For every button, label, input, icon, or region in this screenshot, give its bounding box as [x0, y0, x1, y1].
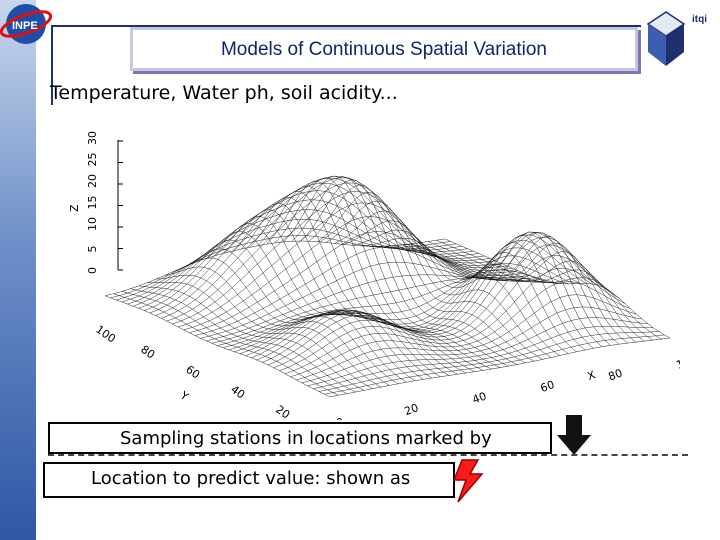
mesh-line [291, 176, 518, 365]
predict-caption: Location to predict value: shown as [91, 468, 411, 489]
mesh-line [149, 177, 491, 314]
z-axis-title: Z [68, 204, 81, 212]
mesh-line [427, 241, 654, 341]
mesh-line [402, 242, 628, 344]
surface-mesh [104, 175, 671, 398]
mesh-line [239, 247, 581, 354]
mesh-line [178, 202, 519, 328]
x-tick-label: 20 [403, 401, 421, 418]
predict-caption-box: Location to predict value: shown as [43, 462, 455, 498]
mesh-line [104, 295, 331, 398]
mesh-line [410, 243, 637, 343]
cube-logo-icon [646, 11, 686, 66]
x-tick-label: 80 [607, 366, 625, 383]
mesh-line [444, 238, 671, 339]
mesh-line [317, 191, 543, 360]
mesh-line [206, 274, 547, 342]
mesh-line [307, 317, 648, 387]
mesh-line [251, 234, 592, 359]
title-box: Models of Continuous Spatial Variation [130, 27, 638, 71]
z-tick-label: 0 [86, 267, 99, 274]
down-arrow-icon [557, 415, 591, 455]
x-tick-label: 40 [471, 390, 489, 407]
subtitle: Temperature, Water ph, soil acidity... [50, 82, 398, 104]
mesh-line [284, 268, 626, 375]
sampling-caption-box: Sampling stations in locations marked by [48, 422, 552, 454]
mesh-line [172, 257, 399, 384]
mesh-line [342, 220, 569, 354]
mesh-line [198, 231, 424, 380]
mesh-line [211, 277, 552, 344]
mesh-line [393, 235, 620, 345]
mesh-line [376, 231, 603, 347]
mesh-line [116, 227, 457, 301]
z-tick-label: 15 [86, 196, 99, 210]
page-title: Models of Continuous Spatial Variation [220, 39, 547, 60]
mesh-line [318, 331, 659, 392]
mesh-line [368, 235, 594, 349]
lightning-bolt-icon [452, 459, 484, 503]
mesh-line [110, 235, 451, 299]
mesh-line [419, 242, 645, 342]
mesh-line [300, 179, 526, 364]
mesh-line [200, 261, 541, 339]
sampling-caption: Sampling stations in locations marked by [120, 428, 492, 449]
dashed-divider [48, 454, 688, 456]
mesh-line [283, 175, 509, 367]
x-tick-label: 0 [335, 415, 346, 420]
x-tick-label: 60 [539, 378, 557, 395]
frame-horizontal-line [51, 25, 641, 27]
mesh-line [127, 209, 468, 305]
mesh-line [325, 200, 552, 358]
mesh-line [308, 184, 535, 362]
mesh-line [166, 182, 507, 322]
mesh-line [104, 238, 446, 297]
mesh-line [183, 216, 524, 331]
y-tick-label: 60 [183, 363, 202, 382]
mesh-line [334, 210, 560, 356]
z-tick-label: 20 [86, 174, 99, 188]
mesh-line [351, 229, 577, 352]
mesh-line [324, 334, 665, 395]
z-tick-label: 30 [86, 131, 99, 145]
mesh-line [436, 239, 662, 340]
y-tick-label: 100 [93, 323, 118, 346]
y-tick-label: 80 [138, 343, 157, 362]
mesh-line [172, 191, 513, 325]
inpe-logo-icon: INPE [0, 4, 53, 44]
mesh-line [189, 231, 530, 334]
logo-text: INPE [12, 20, 38, 32]
mesh-line [133, 199, 474, 307]
sidebar-gradient [0, 0, 36, 540]
mesh-line [245, 240, 586, 356]
brand-text: itqi [692, 14, 707, 25]
plot-axes: 051015202530Z020406080100X020406080100Y [68, 131, 680, 420]
mesh-line [194, 246, 536, 336]
y-axis-title: Y [177, 388, 191, 403]
z-tick-label: 5 [86, 246, 99, 253]
mesh-line [189, 239, 416, 381]
frame-vertical-line [51, 25, 53, 105]
surface-plot: 051015202530Z020406080100X020406080100Y [68, 131, 680, 420]
x-tick-label: 100 [675, 352, 680, 371]
x-axis-title: X [586, 368, 598, 383]
z-tick-label: 10 [86, 217, 99, 231]
y-tick-label: 40 [228, 383, 247, 402]
mesh-line [385, 232, 611, 346]
mesh-line [121, 219, 462, 303]
y-tick-label: 20 [273, 403, 292, 420]
z-tick-label: 25 [86, 153, 99, 167]
mesh-line [223, 269, 564, 348]
